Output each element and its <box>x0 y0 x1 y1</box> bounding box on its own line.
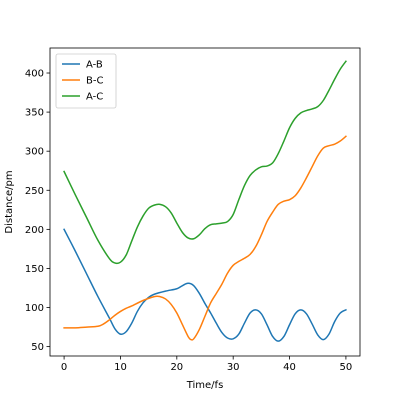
y-tick-label: 350 <box>25 108 44 119</box>
x-tick-label: 50 <box>340 362 353 373</box>
plot-lines <box>63 60 347 342</box>
y-tick-label: 200 <box>25 225 44 236</box>
y-tick-label: 100 <box>25 303 44 314</box>
y-tick-label: 50 <box>31 342 44 353</box>
y-tick-label: 400 <box>25 69 44 80</box>
x-tick-label: 20 <box>170 362 183 373</box>
y-axis: 50 100 150 200 250 300 350 400 <box>25 69 50 353</box>
series-line-1 <box>63 135 347 341</box>
legend: A-B B-C A-C <box>55 53 117 109</box>
y-axis-label: Distance/pm <box>4 170 15 233</box>
x-tick-label: 0 <box>61 362 67 373</box>
y-tick-label: 300 <box>25 147 44 158</box>
series-line-2 <box>63 60 347 265</box>
legend-label-2: A-C <box>86 92 103 103</box>
y-tick-label: 250 <box>25 186 44 197</box>
legend-label-0: A-B <box>86 60 103 71</box>
x-tick-label: 10 <box>114 362 127 373</box>
x-axis: 0 10 20 30 40 50 <box>61 356 352 373</box>
x-axis-label: Time/fs <box>186 380 224 391</box>
y-tick-label: 150 <box>25 264 44 275</box>
legend-frame <box>55 53 117 109</box>
x-tick-label: 30 <box>227 362 240 373</box>
legend-label-1: B-C <box>86 76 103 87</box>
axes-frame <box>49 47 361 357</box>
x-tick-label: 40 <box>283 362 296 373</box>
series-line-0 <box>63 228 347 342</box>
